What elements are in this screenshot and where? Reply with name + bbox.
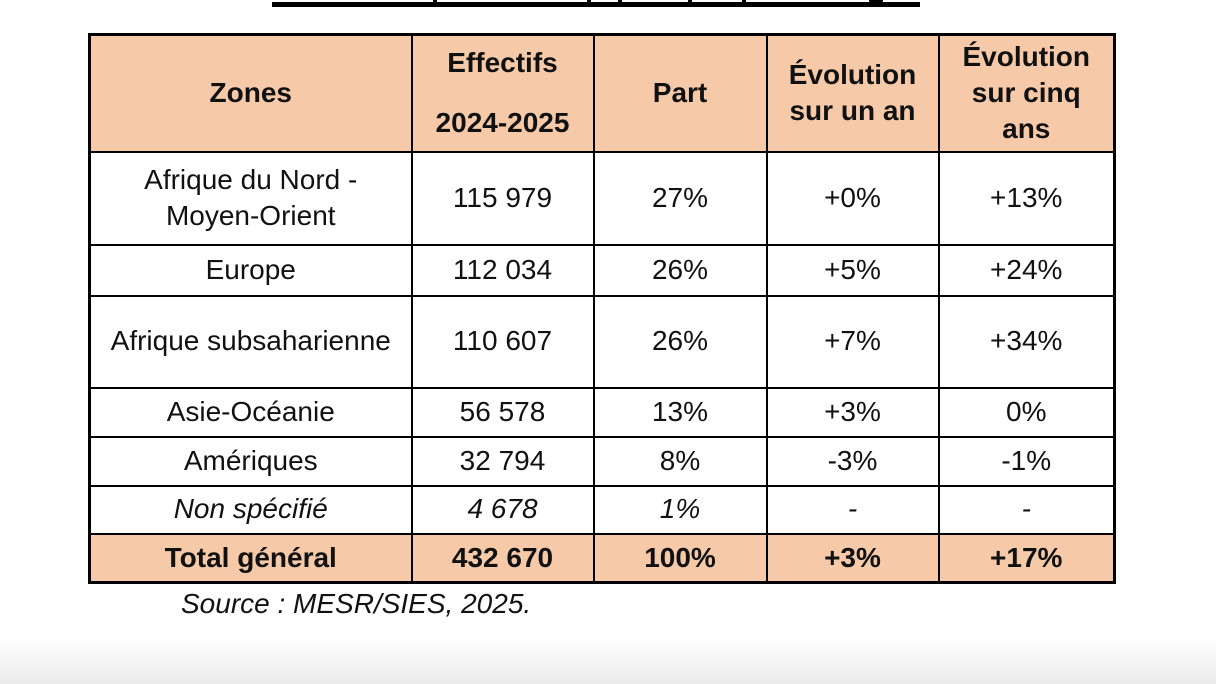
table-row-afrique-subsaharienne: Afrique subsaharienne 110 607 26% +7% +3… bbox=[88, 294, 1116, 389]
cell-effectifs: 112 034 bbox=[410, 243, 595, 297]
col-header-zones-label: Zones bbox=[209, 77, 292, 109]
cell-evolution-un-an: - bbox=[765, 484, 940, 535]
cell-evolution-cinq-ans: - bbox=[937, 484, 1116, 535]
cell-evolution-cinq-ans: +24% bbox=[937, 243, 1116, 297]
table-row-non-specifie: Non spécifié 4 678 1% - - bbox=[88, 484, 1116, 535]
title-letter-descender bbox=[618, 0, 622, 4]
col-header-evolution-cinq-ans: Évolution sur cinq ans bbox=[937, 33, 1116, 153]
truncated-title-underline bbox=[272, 2, 920, 7]
cell-part: 1% bbox=[592, 484, 768, 535]
cell-evolution-cinq-ans: -1% bbox=[937, 435, 1116, 487]
col-header-part-label: Part bbox=[652, 77, 708, 109]
cell-evolution-un-an: +7% bbox=[765, 294, 940, 389]
cell-part: 26% bbox=[592, 243, 768, 297]
cell-evolution-un-an: +5% bbox=[765, 243, 940, 297]
table-row-europe: Europe 112 034 26% +5% +24% bbox=[88, 243, 1116, 297]
table-header-row: Zones Effectifs 2024-2025 Part Évolution… bbox=[88, 33, 1116, 153]
title-letter-descender bbox=[869, 0, 883, 6]
cell-zone: Afrique subsaharienne bbox=[88, 294, 413, 389]
col-header-effectifs-line2: 2024-2025 bbox=[435, 107, 570, 139]
cell-effectifs: 56 578 bbox=[410, 386, 595, 438]
cell-total-evolution-un-an: +3% bbox=[765, 532, 940, 584]
title-letter-descender bbox=[433, 0, 437, 4]
cell-part: 27% bbox=[592, 150, 768, 246]
cell-evolution-cinq-ans: 0% bbox=[937, 386, 1116, 438]
cell-evolution-un-an: +3% bbox=[765, 386, 940, 438]
page-bottom-fade bbox=[0, 636, 1216, 684]
cell-part: 26% bbox=[592, 294, 768, 389]
table-row-ameriques: Amériques 32 794 8% -3% -1% bbox=[88, 435, 1116, 487]
cell-part: 8% bbox=[592, 435, 768, 487]
cell-zone: Europe bbox=[88, 243, 413, 297]
cell-zone: Afrique du Nord - Moyen-Orient bbox=[88, 150, 413, 246]
cell-total-evolution-cinq-ans: +17% bbox=[937, 532, 1116, 584]
title-letter-descender bbox=[688, 0, 692, 4]
cell-evolution-un-an: +0% bbox=[765, 150, 940, 246]
title-letter-descender bbox=[742, 0, 746, 4]
cell-zone: Amériques bbox=[88, 435, 413, 487]
cell-zone: Non spécifié bbox=[88, 484, 413, 535]
zones-statistics-table: Zones Effectifs 2024-2025 Part Évolution… bbox=[88, 33, 1116, 584]
col-header-evolution-un-an: Évolution sur un an bbox=[765, 33, 940, 153]
cell-total-label: Total général bbox=[88, 532, 413, 584]
table-row-asie-oceanie: Asie-Océanie 56 578 13% +3% 0% bbox=[88, 386, 1116, 438]
cell-effectifs: 32 794 bbox=[410, 435, 595, 487]
cell-evolution-un-an: -3% bbox=[765, 435, 940, 487]
cell-total-part: 100% bbox=[592, 532, 768, 584]
cell-effectifs: 110 607 bbox=[410, 294, 595, 389]
col-header-evolution-un-an-label: Évolution sur un an bbox=[788, 58, 917, 127]
cell-evolution-cinq-ans: +34% bbox=[937, 294, 1116, 389]
cell-zone: Asie-Océanie bbox=[88, 386, 413, 438]
title-letter-descender bbox=[587, 0, 591, 4]
col-header-effectifs-line1: Effectifs bbox=[447, 46, 558, 78]
cell-total-effectifs: 432 670 bbox=[410, 532, 595, 584]
cell-part: 13% bbox=[592, 386, 768, 438]
table-row-afrique-du-nord-moyen-orient: Afrique du Nord - Moyen-Orient 115 979 2… bbox=[88, 150, 1116, 246]
source-note: Source : MESR/SIES, 2025. bbox=[181, 588, 532, 619]
col-header-effectifs: Effectifs 2024-2025 bbox=[410, 33, 595, 153]
cell-effectifs: 4 678 bbox=[410, 484, 595, 535]
cell-effectifs: 115 979 bbox=[410, 150, 595, 246]
col-header-zones: Zones bbox=[88, 33, 413, 153]
col-header-evolution-cinq-ans-label: Évolution sur cinq ans bbox=[962, 40, 1091, 145]
col-header-part: Part bbox=[592, 33, 768, 153]
table-row-total-general: Total général 432 670 100% +3% +17% bbox=[88, 532, 1116, 584]
cell-evolution-cinq-ans: +13% bbox=[937, 150, 1116, 246]
